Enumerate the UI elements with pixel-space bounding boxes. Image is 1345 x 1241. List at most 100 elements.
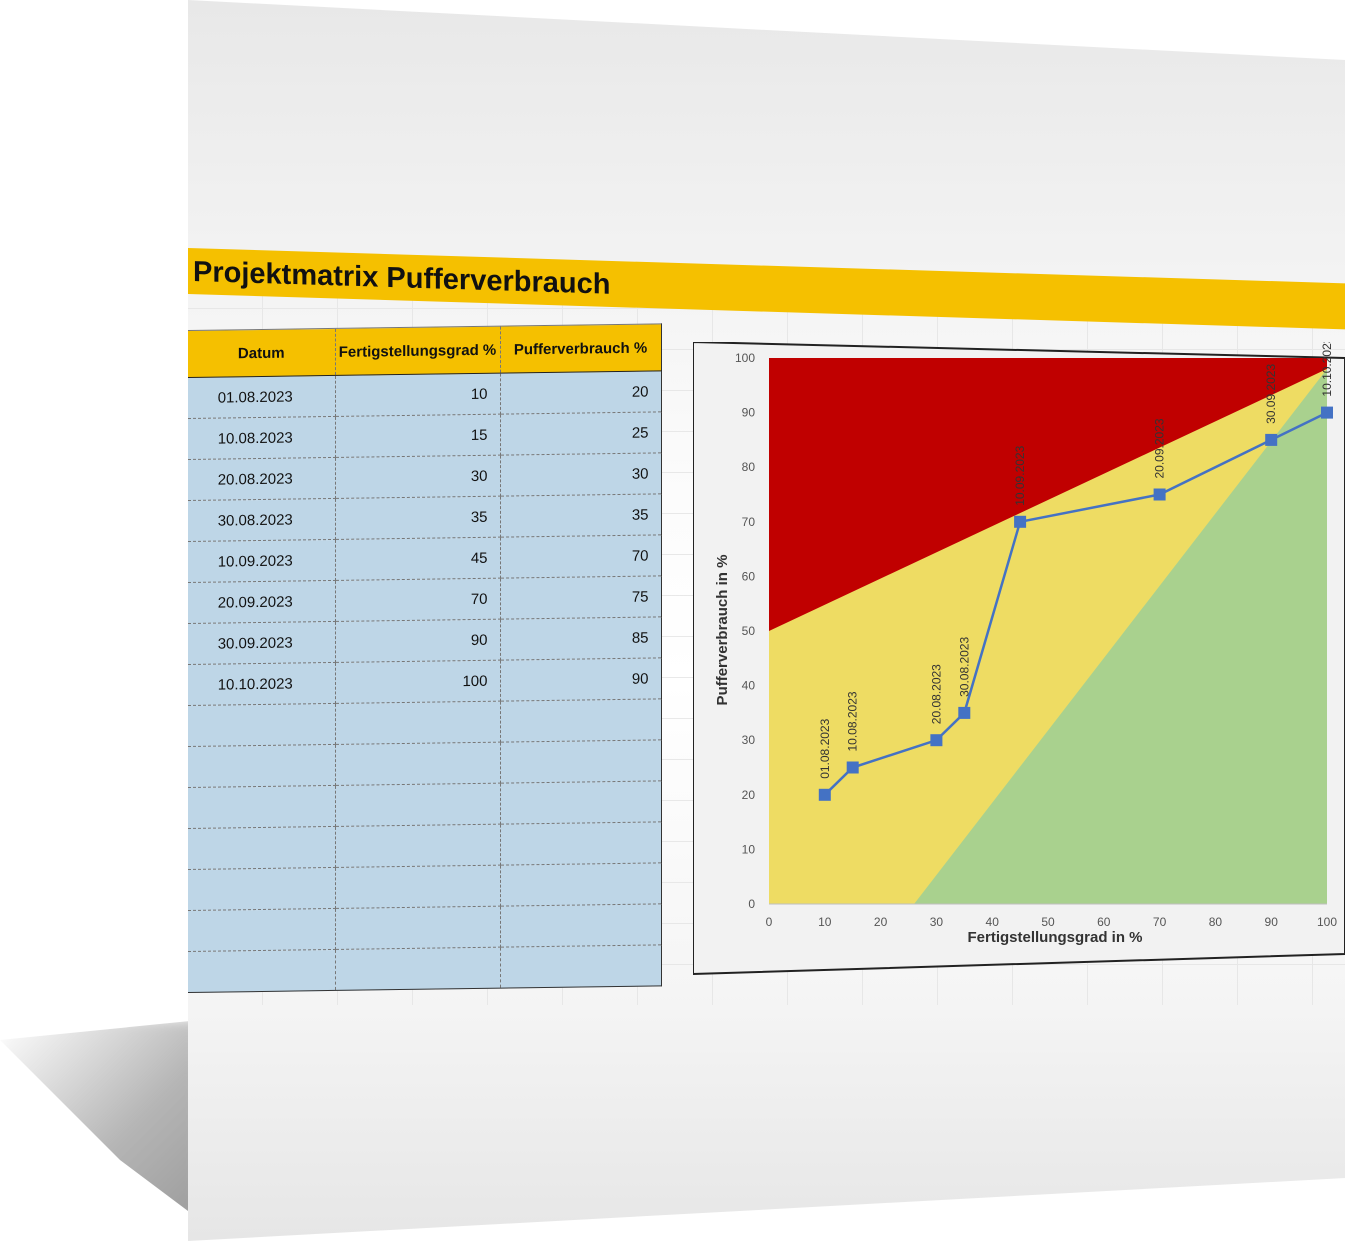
empty-cell[interactable]: [335, 906, 500, 950]
empty-cell[interactable]: [188, 908, 335, 952]
cell-pufferverbrauch[interactable]: 90: [500, 657, 661, 702]
data-point-marker[interactable]: [1265, 433, 1278, 446]
x-tick-label: 30: [930, 915, 944, 929]
x-tick-label: 60: [1097, 915, 1111, 929]
table-row: 10.10.2023 100 90: [188, 657, 661, 706]
column-header-datum[interactable]: Datum: [188, 328, 335, 378]
data-point-marker[interactable]: [930, 734, 943, 747]
data-point-marker[interactable]: [846, 761, 859, 774]
data-point-marker[interactable]: [1321, 406, 1333, 419]
empty-cell[interactable]: [500, 903, 661, 948]
cell-pufferverbrauch[interactable]: 85: [500, 616, 661, 661]
y-tick-label: 90: [742, 406, 756, 420]
data-point-label: 10.09.2023: [1013, 445, 1027, 505]
x-tick-label: 0: [766, 915, 773, 929]
cell-fertigstellungsgrad[interactable]: 70: [335, 578, 500, 622]
zone-red: [769, 358, 1327, 631]
table-row: 20.08.2023 30 30: [188, 452, 661, 501]
y-tick-label: 40: [742, 679, 756, 693]
x-tick-label: 100: [1317, 915, 1337, 929]
empty-cell[interactable]: [335, 824, 500, 868]
cell-datum[interactable]: 20.09.2023: [188, 580, 335, 624]
cell-datum[interactable]: 30.08.2023: [188, 498, 335, 542]
data-point-label: 20.09.2023: [1153, 418, 1167, 478]
empty-cell[interactable]: [188, 867, 335, 911]
cell-fertigstellungsgrad[interactable]: 45: [335, 537, 500, 581]
cell-pufferverbrauch[interactable]: 70: [500, 534, 661, 579]
data-point-label: 30.09.2023: [1264, 364, 1278, 424]
empty-cell[interactable]: [335, 783, 500, 827]
y-tick-label: 30: [742, 733, 756, 747]
empty-cell[interactable]: [335, 865, 500, 909]
data-point-label: 01.08.2023: [818, 718, 832, 778]
empty-cell[interactable]: [500, 780, 661, 825]
table-row: 20.09.2023 70 75: [188, 575, 661, 624]
empty-table-row: [188, 944, 661, 993]
cell-datum[interactable]: 10.09.2023: [188, 539, 335, 583]
column-header-fertigstellungsgrad[interactable]: Fertigstellungsgrad %: [335, 326, 500, 376]
x-tick-label: 50: [1041, 915, 1055, 929]
empty-cell[interactable]: [188, 785, 335, 829]
table-row: 30.08.2023 35 35: [188, 493, 661, 542]
empty-cell[interactable]: [188, 949, 335, 993]
data-point-label: 20.08.2023: [929, 664, 943, 724]
empty-cell[interactable]: [335, 701, 500, 745]
cell-datum[interactable]: 30.09.2023: [188, 621, 335, 665]
cell-fertigstellungsgrad[interactable]: 10: [335, 373, 500, 417]
table-row: 30.09.2023 90 85: [188, 616, 661, 665]
cell-fertigstellungsgrad[interactable]: 30: [335, 455, 500, 499]
y-tick-label: 70: [742, 515, 756, 529]
cell-pufferverbrauch[interactable]: 35: [500, 493, 661, 538]
empty-table-row: [188, 862, 661, 911]
table-row: 10.08.2023 15 25: [188, 411, 661, 460]
empty-cell[interactable]: [335, 742, 500, 786]
cell-datum[interactable]: 10.08.2023: [188, 416, 335, 460]
data-point-marker[interactable]: [1014, 515, 1027, 528]
data-point-marker[interactable]: [958, 706, 971, 719]
x-tick-label: 80: [1209, 915, 1223, 929]
table-row: 10.09.2023 45 70: [188, 534, 661, 583]
x-tick-label: 70: [1153, 915, 1167, 929]
cell-fertigstellungsgrad[interactable]: 100: [335, 660, 500, 704]
zone-green: [914, 368, 1327, 904]
cell-datum[interactable]: 20.08.2023: [188, 457, 335, 501]
y-tick-label: 80: [742, 460, 756, 474]
column-header-pufferverbrauch[interactable]: Pufferverbrauch %: [500, 323, 661, 374]
empty-cell[interactable]: [188, 703, 335, 747]
empty-cell[interactable]: [500, 739, 661, 784]
empty-cell[interactable]: [500, 698, 661, 743]
cell-pufferverbrauch[interactable]: 30: [500, 452, 661, 497]
empty-table-row: [188, 698, 661, 747]
empty-cell[interactable]: [188, 744, 335, 788]
cell-fertigstellungsgrad[interactable]: 35: [335, 496, 500, 540]
data-point-marker[interactable]: [1153, 488, 1166, 501]
x-tick-label: 90: [1265, 915, 1279, 929]
data-table: Datum Fertigstellungsgrad % Pufferverbra…: [188, 323, 661, 993]
empty-cell[interactable]: [500, 862, 661, 907]
empty-cell[interactable]: [335, 947, 500, 991]
empty-table-row: [188, 739, 661, 788]
empty-cell[interactable]: [188, 826, 335, 870]
series-line: [823, 411, 1328, 796]
cell-pufferverbrauch[interactable]: 75: [500, 575, 661, 620]
data-point-marker[interactable]: [818, 788, 831, 801]
cell-datum[interactable]: 01.08.2023: [188, 375, 335, 419]
data-point-label: 10.10.2023: [1320, 342, 1334, 397]
y-axis-label: Pufferverbrauch in %: [714, 555, 731, 706]
x-tick-label: 40: [986, 915, 1000, 929]
cell-fertigstellungsgrad[interactable]: 90: [335, 619, 500, 663]
empty-table-row: [188, 780, 661, 829]
x-tick-label: 10: [818, 915, 832, 929]
buffer-chart: 0 10 20 30 40 50 60 70 80 90 100 0 10 20 30 40 50 60 70 80 9…: [693, 342, 1345, 976]
y-tick-label: 50: [742, 624, 756, 638]
table-row: 01.08.2023 10 20: [188, 370, 661, 419]
empty-cell[interactable]: [500, 944, 661, 989]
cell-datum[interactable]: 10.10.2023: [188, 662, 335, 706]
empty-table-row: [188, 821, 661, 870]
cell-pufferverbrauch[interactable]: 25: [500, 411, 661, 456]
cell-fertigstellungsgrad[interactable]: 15: [335, 414, 500, 458]
empty-cell[interactable]: [500, 821, 661, 866]
cell-pufferverbrauch[interactable]: 20: [500, 370, 661, 415]
table-header-row: Datum Fertigstellungsgrad % Pufferverbra…: [188, 323, 661, 378]
